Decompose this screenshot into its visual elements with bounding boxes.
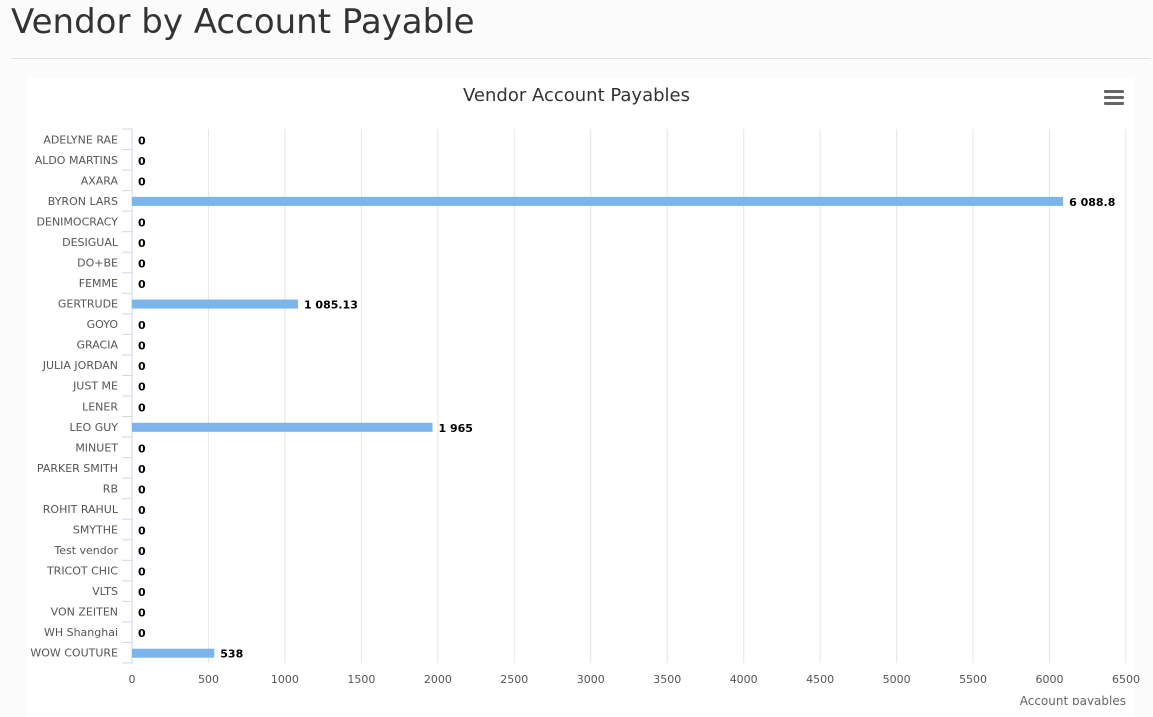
category-label: ALDO MARTINS (35, 154, 118, 167)
chart-panel (27, 77, 1135, 717)
data-label: 0 (138, 237, 146, 250)
data-label: 0 (138, 175, 146, 188)
category-label: JUST ME (72, 380, 118, 393)
chart-title: Vendor Account Payables (463, 85, 690, 106)
data-labels: 0 0 0 6 088.8 0 0 0 0 1 085.13 0 0 0 0 0 1 965 0 0 0 0 0 0 0 0… (138, 134, 1115, 660)
category-label: PARKER SMITH (37, 462, 118, 475)
category-label: LENER (82, 400, 118, 413)
data-label: 0 (138, 401, 146, 414)
bar (132, 648, 215, 658)
bar (132, 299, 298, 309)
category-label: JULIA JORDAN (42, 359, 118, 372)
axes (122, 128, 133, 664)
category-label: DESIGUAL (62, 236, 119, 249)
category-label: VON ZEITEN (51, 606, 118, 619)
x-tick-label: 500 (198, 673, 219, 686)
bar (132, 422, 433, 432)
title-divider (11, 58, 1151, 59)
category-label: ROHIT RAHUL (43, 503, 119, 516)
category-label: Test vendor (53, 544, 118, 557)
category-label: DO+BE (77, 257, 118, 270)
data-label: 6 088.8 (1069, 196, 1115, 209)
category-label: FEMME (79, 277, 118, 290)
x-axis-title: Account payables (1020, 694, 1126, 705)
x-tick-label: 4000 (730, 673, 758, 686)
data-label: 0 (138, 627, 146, 640)
x-tick-label: 6500 (1112, 673, 1140, 686)
data-label: 0 (138, 566, 146, 579)
x-tick-label: 6000 (1036, 673, 1064, 686)
data-label: 0 (138, 586, 146, 599)
category-label: GERTRUDE (58, 298, 118, 311)
data-label: 0 (138, 607, 146, 620)
bars (132, 196, 1064, 658)
x-tick-label: 3000 (577, 673, 605, 686)
x-tick-label: 5500 (959, 673, 987, 686)
data-label: 0 (138, 278, 146, 291)
category-labels: ADELYNE RAE ALDO MARTINS AXARA BYRON LARS DE… (30, 133, 119, 659)
category-label: VLTS (92, 585, 118, 598)
data-label: 0 (138, 216, 146, 229)
data-label: 0 (138, 504, 146, 517)
data-label: 0 (138, 360, 146, 373)
category-label: WOW COUTURE (30, 647, 118, 660)
category-label: DENIMOCRACY (37, 215, 119, 228)
category-label: SMYTHE (73, 524, 118, 537)
bar (132, 196, 1064, 206)
x-tick-label: 2000 (424, 673, 452, 686)
x-tick-label: 1500 (347, 673, 375, 686)
data-label: 0 (138, 134, 146, 147)
data-label: 0 (138, 340, 146, 353)
category-label: LEO GUY (69, 421, 118, 434)
category-label: GOYO (87, 318, 119, 331)
x-tick-label: 3500 (653, 673, 681, 686)
category-label: GRACIA (76, 339, 118, 352)
data-label: 0 (138, 381, 146, 394)
x-tick-label: 5000 (883, 673, 911, 686)
data-label: 0 (138, 258, 146, 271)
x-tick-label: 4500 (806, 673, 834, 686)
data-label: 0 (138, 155, 146, 168)
category-label: ADELYNE RAE (43, 133, 118, 146)
data-label: 1 965 (438, 422, 472, 435)
data-label: 0 (138, 463, 146, 476)
data-label: 0 (138, 319, 146, 332)
category-label: MINUET (75, 441, 118, 454)
x-tick-label: 2500 (500, 673, 528, 686)
data-label: 538 (220, 648, 243, 661)
category-label: TRICOT CHIC (46, 565, 118, 578)
grid-lines (207, 129, 1127, 663)
category-label: RB (103, 482, 118, 495)
category-label: BYRON LARS (48, 195, 118, 208)
data-label: 0 (138, 525, 146, 538)
data-label: 0 (138, 483, 146, 496)
category-label: WH Shanghai (44, 626, 118, 639)
tick-labels: 0 500 1000 1500 2000 2500 3000 3500 4000 4500 5000… (129, 673, 1141, 686)
hamburger-menu-icon[interactable] (1102, 88, 1126, 110)
data-label: 0 (138, 545, 146, 558)
category-label: AXARA (81, 174, 119, 187)
x-tick-label: 1000 (271, 673, 299, 686)
x-tick-label: 0 (129, 673, 136, 686)
data-label: 0 (138, 442, 146, 455)
page-title: Vendor by Account Payable (11, 2, 475, 42)
data-label: 1 085.13 (304, 299, 358, 312)
